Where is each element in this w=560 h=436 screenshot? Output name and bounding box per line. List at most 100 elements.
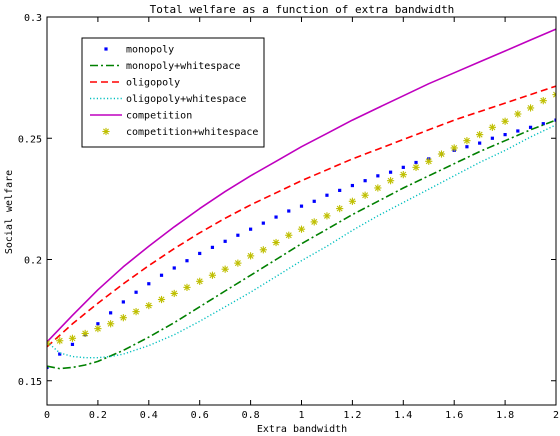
data-point-competition-whitespace: [310, 218, 318, 226]
x-tick-label: 0.6: [191, 410, 209, 421]
data-point-competition-whitespace: [348, 197, 356, 205]
data-point-monopoly: [528, 125, 533, 129]
legend-label-monopoly: monopoly: [126, 45, 174, 56]
data-point-monopoly: [287, 209, 291, 213]
data-point-monopoly: [350, 183, 354, 188]
data-point-competition-whitespace: [68, 334, 77, 342]
data-point-competition-whitespace: [450, 144, 458, 152]
x-tick-label: 2: [553, 410, 559, 421]
x-axis-label: Extra bandwidth: [257, 424, 347, 435]
legend-label-competition: competition: [126, 111, 192, 122]
series-line-oligopoly-whitespace: [47, 124, 556, 359]
series-line-monopoly-whitespace: [47, 119, 556, 370]
legend-label-oligopoly-whitespace: oligopoly+whitespace: [126, 94, 246, 105]
data-point-competition-whitespace: [399, 171, 407, 179]
data-point-competition-whitespace: [119, 314, 127, 322]
x-tick-label: 1.6: [445, 410, 463, 421]
data-point-monopoly: [134, 290, 138, 294]
data-point-monopoly: [401, 165, 405, 169]
data-point-competition-whitespace: [412, 163, 420, 171]
data-point-monopoly: [210, 245, 215, 249]
data-point-competition-whitespace: [221, 265, 229, 273]
data-point-monopoly: [325, 193, 329, 197]
series-competition-whitespace: [47, 91, 556, 347]
data-point-monopoly: [261, 221, 265, 225]
series-group: [47, 28, 556, 370]
legend-swatch-monopoly: [104, 47, 108, 51]
x-tick-label: 0: [44, 410, 50, 421]
plot-area: [47, 28, 556, 370]
data-point-monopoly: [198, 251, 202, 256]
data-point-competition-whitespace: [94, 325, 102, 333]
data-point-monopoly: [249, 227, 253, 231]
data-point-competition-whitespace: [463, 137, 471, 145]
data-point-competition-whitespace: [157, 295, 166, 304]
legend-label-monopoly-whitespace: monopoly+whitespace: [126, 61, 240, 72]
data-point-competition-whitespace: [336, 204, 344, 213]
y-tick-label: 0.15: [18, 377, 42, 388]
data-point-monopoly: [478, 141, 482, 145]
legend-box: [81, 37, 265, 148]
data-point-competition-whitespace: [374, 184, 382, 192]
series-line-oligopoly: [47, 85, 556, 348]
series-line-competition: [47, 28, 556, 343]
data-point-monopoly: [541, 122, 545, 126]
data-point-monopoly: [363, 179, 367, 183]
data-point-monopoly: [516, 129, 520, 133]
data-point-competition-whitespace: [208, 271, 217, 279]
data-point-monopoly: [185, 259, 189, 263]
data-point-competition-whitespace: [297, 225, 306, 233]
data-point-competition-whitespace: [170, 289, 178, 298]
data-point-competition-whitespace: [552, 91, 556, 99]
axes: 0 0.2 0.4 0.6 0.8 1 1.2 1.4 1.6 1.8 2 0.15 0.2 0.25 0.…: [18, 13, 559, 421]
x-tick-label: 1.2: [343, 410, 361, 421]
y-tick-label: 0.2: [24, 256, 42, 267]
data-point-competition-whitespace: [132, 308, 140, 316]
data-point-monopoly: [414, 160, 418, 165]
legend-swatch-competition-whitespace: [102, 127, 110, 136]
x-tick-label: 1.4: [394, 410, 412, 421]
data-point-monopoly: [299, 204, 304, 208]
data-point-monopoly: [338, 188, 342, 192]
data-point-competition-whitespace: [425, 157, 433, 165]
data-point-competition-whitespace: [361, 191, 369, 199]
y-tick-label: 0.25: [18, 134, 42, 145]
data-point-monopoly: [554, 118, 556, 122]
data-point-monopoly: [274, 215, 278, 219]
legend-label-oligopoly: oligopoly: [126, 78, 180, 89]
y-axis-label: Social welfare: [4, 170, 15, 254]
x-tick-label: 1: [298, 410, 304, 421]
x-tick-label: 1.8: [496, 410, 514, 421]
data-point-competition-whitespace: [234, 259, 242, 267]
data-point-monopoly: [147, 282, 151, 286]
data-point-competition-whitespace: [81, 329, 89, 338]
data-point-competition-whitespace: [272, 238, 280, 247]
data-point-competition-whitespace: [526, 104, 535, 112]
data-point-monopoly: [58, 352, 62, 356]
series-monopoly: [47, 118, 556, 370]
data-point-monopoly: [172, 266, 176, 270]
chart-title: Total welfare as a function of extra ban…: [150, 3, 455, 16]
legend-label-competition-whitespace: competition+whitespace: [126, 127, 258, 138]
data-point-competition-whitespace: [183, 283, 191, 291]
data-point-monopoly: [376, 174, 380, 178]
data-point-monopoly: [388, 170, 393, 174]
data-point-competition-whitespace: [285, 231, 293, 239]
legend: monopoly monopoly+whitespace oligopoly olig…: [81, 37, 265, 148]
data-point-monopoly: [47, 365, 49, 370]
data-point-competition-whitespace: [259, 246, 267, 254]
data-point-competition-whitespace: [386, 177, 395, 185]
x-tick-label: 0.2: [89, 410, 107, 421]
data-point-monopoly: [70, 342, 75, 346]
data-point-competition-whitespace: [323, 212, 331, 220]
data-point-monopoly: [465, 145, 469, 149]
data-point-competition-whitespace: [247, 252, 255, 260]
data-point-competition-whitespace: [514, 110, 522, 118]
data-point-monopoly: [503, 133, 507, 137]
data-point-monopoly: [223, 239, 227, 243]
x-tick-label: 0.8: [242, 410, 260, 421]
data-point-competition-whitespace: [196, 277, 204, 285]
data-point-competition-whitespace: [47, 339, 51, 347]
data-point-monopoly: [490, 136, 494, 140]
